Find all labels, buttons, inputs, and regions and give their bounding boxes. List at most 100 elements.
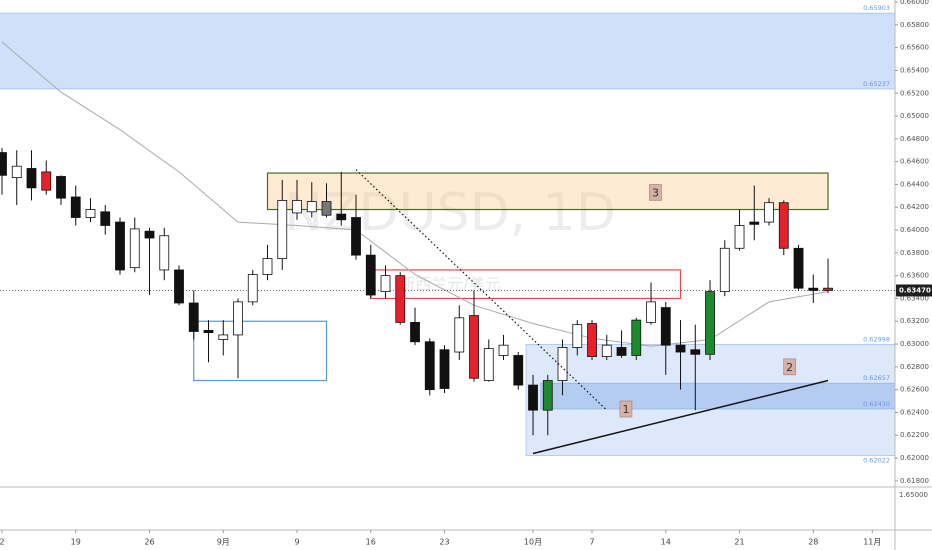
x-tick-label: 28 [808, 538, 818, 547]
zone-bottom-label: 0.65237 [863, 80, 890, 88]
candle-body [675, 344, 686, 353]
candle-body [203, 329, 214, 334]
y-tick-label: 0.63200 [900, 317, 929, 325]
candle-body [631, 319, 642, 356]
candle-body [26, 168, 37, 189]
y-tick-label: 0.63400 [900, 294, 929, 302]
x-tick-label: 9 [294, 538, 299, 547]
candle-body [306, 201, 317, 213]
candle-body [572, 324, 583, 348]
label-box [783, 358, 796, 376]
x-tick-label: 14 [661, 538, 671, 547]
y-tick-label: 0.64400 [900, 180, 929, 188]
candle-body [690, 349, 701, 355]
zone [525, 343, 896, 456]
candle-body [85, 209, 96, 218]
candle-body [188, 302, 199, 332]
x-tick-label: 19 [71, 538, 81, 547]
candle-body [616, 347, 627, 356]
candle-body [498, 344, 509, 356]
y-tick-label: 0.65200 [900, 89, 929, 97]
label-text: 2 [786, 361, 793, 374]
y-tick-label: 0.62200 [900, 431, 929, 439]
x-tick-label: 9月 [217, 538, 230, 547]
y-tick-label: 0.65800 [900, 21, 929, 29]
candle-body [587, 323, 597, 357]
candle-body [454, 317, 465, 353]
candle-body [144, 230, 155, 239]
moving-average [1, 41, 829, 347]
candle-body [218, 334, 229, 340]
label-text: 1 [622, 403, 629, 416]
x-tick-label: 16 [366, 538, 376, 547]
candle-body [483, 348, 494, 381]
candle-body [528, 384, 538, 411]
candle-body [808, 287, 819, 291]
candle-body [439, 349, 450, 389]
candle-body [734, 225, 745, 249]
candle-body [129, 228, 140, 269]
candle-body [469, 315, 479, 379]
x-tick-label: 26 [144, 538, 154, 547]
x-tick-label: 11月 [863, 538, 881, 547]
y-tick-label: 0.63800 [900, 249, 929, 257]
label-text: 3 [652, 186, 659, 199]
y-tick-label: 0.63600 [900, 272, 929, 280]
candle-body [719, 247, 730, 293]
zone-top-label: 0.65903 [863, 4, 890, 12]
x-tick-label: 7 [589, 538, 594, 547]
x-tick-label: 21 [734, 538, 744, 547]
candle-body [365, 254, 376, 296]
y-tick-label: 0.64000 [900, 226, 929, 234]
candle-body [233, 301, 243, 336]
candle-body [351, 217, 361, 256]
zone-top-label: 0.62657 [863, 374, 890, 382]
y-tick-label: 0.62000 [900, 454, 929, 462]
candle-body [601, 344, 612, 357]
candle-body [380, 275, 391, 293]
candle-body [41, 171, 52, 191]
y-tick-label: 0.62400 [900, 408, 929, 416]
y-tick-label: 0.61800 [900, 477, 929, 485]
candle-body [70, 196, 81, 218]
candle-body [292, 200, 302, 214]
candle-body [336, 213, 347, 221]
candle-body [660, 307, 671, 346]
candle-body [56, 176, 66, 199]
candle-body [749, 221, 760, 225]
candle-body [247, 274, 258, 303]
candle-body [542, 380, 553, 411]
candle-body [764, 202, 774, 223]
watermark: NZDUSD, 1D [284, 183, 616, 243]
zone [540, 382, 896, 410]
candle-body [395, 275, 406, 323]
candle-body [513, 355, 524, 386]
candle-body [277, 200, 288, 259]
y-tick-label: 0.62800 [900, 363, 929, 371]
candle-body [174, 269, 184, 304]
label-box [619, 400, 633, 418]
y-tick-label: 0.66000 [900, 0, 929, 6]
x-tick-label: 10月 [524, 538, 542, 547]
candle-body [823, 287, 833, 291]
candle-body [793, 247, 804, 289]
candle-body [321, 201, 332, 216]
last-price-label: 0.63470 [899, 286, 931, 294]
candle-body [410, 321, 420, 343]
last-price-tag [896, 284, 932, 297]
zone-bottom-label: 0.62430 [863, 400, 890, 408]
candle-body [11, 165, 22, 179]
candle-body [100, 211, 111, 226]
candle-body [0, 152, 7, 176]
y-tick-label: 0.64600 [900, 158, 929, 166]
zone-top-label: 0.62998 [863, 335, 890, 343]
annotation-box [193, 320, 328, 382]
y-tick-label: 0.62600 [900, 386, 929, 394]
y-tick-label: 0.64800 [900, 135, 929, 143]
candle-body [159, 235, 170, 271]
y-tick-label: 0.65000 [900, 112, 929, 120]
zone [0, 12, 896, 90]
x-tick-label: 23 [439, 538, 449, 547]
label-box [649, 184, 662, 201]
